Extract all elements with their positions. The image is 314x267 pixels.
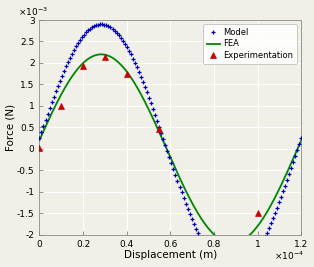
Model xyxy=(111,27,114,30)
FEA xyxy=(142,98,146,101)
FEA xyxy=(99,53,103,56)
Experimentation xyxy=(38,146,41,150)
Line: Model: Model xyxy=(37,22,304,267)
Model xyxy=(247,262,251,265)
FEA xyxy=(123,68,127,72)
FEA xyxy=(229,242,232,245)
Model xyxy=(38,136,41,139)
Experimentation xyxy=(81,65,85,68)
Experimentation xyxy=(125,72,129,75)
FEA xyxy=(230,242,234,245)
Experimentation xyxy=(59,104,63,108)
FEA xyxy=(69,77,73,80)
Y-axis label: Force (N): Force (N) xyxy=(6,104,16,151)
Model xyxy=(99,23,102,26)
Legend: Model, FEA, Experimentation: Model, FEA, Experimentation xyxy=(203,24,297,64)
Model xyxy=(176,179,179,182)
FEA xyxy=(38,139,41,142)
Experimentation xyxy=(158,128,161,131)
Line: Experimentation: Experimentation xyxy=(36,53,261,216)
Text: $\times 10^{-4}$: $\times 10^{-4}$ xyxy=(274,250,304,262)
FEA xyxy=(300,139,303,142)
Experimentation xyxy=(103,55,107,58)
Model xyxy=(300,136,303,139)
Line: FEA: FEA xyxy=(40,54,301,243)
FEA xyxy=(227,241,231,245)
Model xyxy=(212,260,216,263)
Model xyxy=(151,108,155,111)
X-axis label: Displacement (m): Displacement (m) xyxy=(124,250,217,260)
FEA xyxy=(203,222,207,225)
Experimentation xyxy=(256,211,260,215)
Text: $\times 10^{-3}$: $\times 10^{-3}$ xyxy=(19,5,48,18)
